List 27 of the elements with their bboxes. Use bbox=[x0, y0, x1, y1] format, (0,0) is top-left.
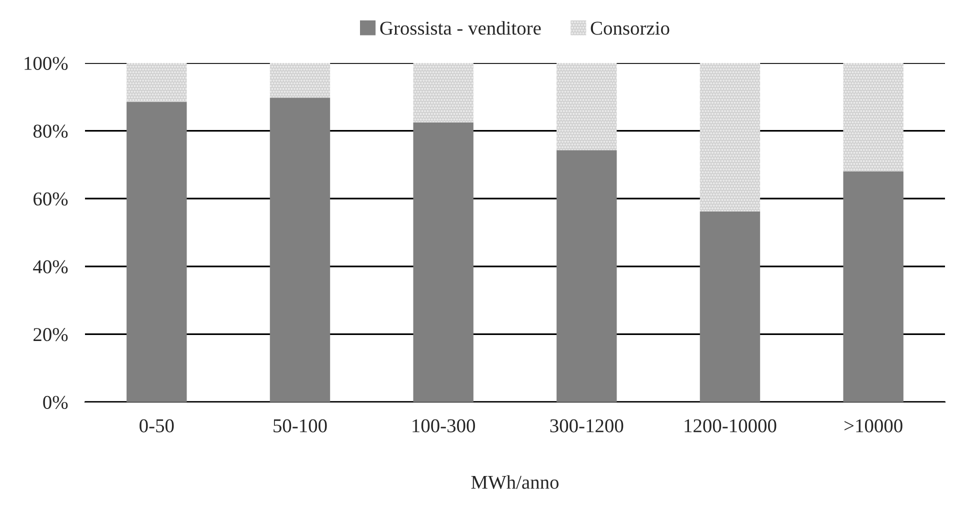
x-tick-label: 0-50 bbox=[140, 419, 174, 432]
bar bbox=[843, 63, 904, 172]
x-tick-label: 300-1200 bbox=[550, 419, 624, 432]
bar bbox=[413, 122, 474, 402]
x-tick-label: 1200-10000 bbox=[684, 419, 776, 432]
x-tick-label: 100-300 bbox=[412, 419, 475, 432]
legend-label: Grossista - venditore bbox=[380, 21, 541, 35]
y-tick-label: 0% bbox=[43, 396, 68, 409]
legend-label: Consorzio bbox=[590, 22, 670, 35]
y-tick-label: 100% bbox=[24, 56, 68, 70]
bar bbox=[126, 102, 187, 402]
y-tick-label: 20% bbox=[34, 328, 68, 342]
y-tick-label: 60% bbox=[34, 192, 68, 206]
bar bbox=[270, 98, 330, 402]
bar bbox=[700, 211, 760, 402]
x-tick-label: >10000 bbox=[844, 419, 902, 432]
bar bbox=[556, 63, 617, 150]
bar bbox=[126, 63, 187, 102]
bar bbox=[700, 63, 760, 212]
y-tick-label: 40% bbox=[33, 260, 68, 274]
x-tick-label: 50-100 bbox=[274, 419, 327, 432]
x-axis-title: MWh/anno bbox=[471, 475, 559, 489]
bar bbox=[843, 171, 904, 402]
bar bbox=[556, 150, 617, 402]
bar bbox=[413, 63, 474, 122]
y-tick-label: 80% bbox=[33, 124, 68, 138]
bar bbox=[270, 63, 330, 98]
